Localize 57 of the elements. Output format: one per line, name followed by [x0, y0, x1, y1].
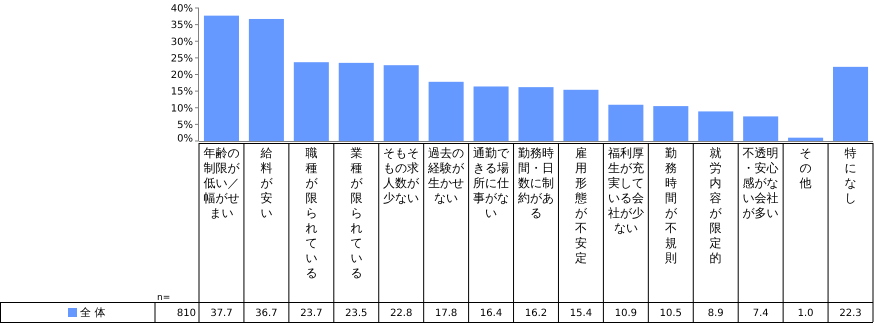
- data-label: 8.9: [708, 308, 724, 319]
- category-label: 業種が限られている: [350, 146, 362, 280]
- data-label: 10.9: [614, 308, 637, 319]
- data-label: 22.8: [390, 308, 412, 319]
- bar: [294, 62, 329, 141]
- bar: [743, 116, 778, 141]
- data-label: 7.4: [752, 308, 769, 319]
- y-tick-label: 25%: [170, 53, 193, 64]
- bar: [833, 66, 868, 141]
- bar: [428, 82, 464, 141]
- x-tick-label: 特になし: [844, 146, 857, 205]
- data-label: 16.4: [480, 308, 502, 319]
- y-tick-label: 30%: [170, 36, 193, 48]
- y-tick-label: 40%: [170, 4, 193, 14]
- data-label: 22.3: [839, 308, 862, 319]
- x-tick-label: そもそもの求人数が少ない: [383, 146, 420, 205]
- x-tick-label: 過去の経験が生かせない: [427, 146, 466, 205]
- data-label: 17.8: [435, 308, 458, 319]
- data-label: 1.0: [798, 308, 814, 319]
- category-label: 職種が限られている: [305, 146, 318, 280]
- bar: [563, 90, 598, 141]
- y-tick-label: 5%: [177, 120, 193, 131]
- x-tick-label: 不透明・安心感がない会社が多い: [742, 146, 779, 220]
- x-tick-label: 雇用形態が不安定: [574, 146, 588, 265]
- x-tick-label: 勤務時間・日数に制約がある: [518, 146, 554, 220]
- data-label: 37.7: [210, 308, 233, 319]
- data-label: 23.7: [300, 308, 322, 319]
- x-tick-label: 勤務時間が不規則: [664, 146, 678, 265]
- legend-label: 全 体: [80, 306, 106, 319]
- x-tick-label: 福利厚生が充実している会社が少ない: [608, 146, 644, 235]
- bar: [608, 104, 644, 141]
- bar: [338, 62, 374, 141]
- bar: [474, 86, 509, 141]
- data-label: 16.2: [524, 308, 548, 319]
- y-tick-label: 20%: [170, 70, 193, 81]
- bar: [653, 106, 688, 141]
- data-label: 23.5: [345, 308, 368, 319]
- bar: [698, 111, 734, 141]
- y-tick-label: 10%: [170, 103, 193, 114]
- bar: [204, 16, 239, 141]
- bar: [788, 138, 824, 141]
- x-tick-label: その他: [800, 146, 812, 190]
- x-tick-label: 給料が安い: [259, 146, 274, 220]
- x-tick-label: 就労内容が限定的: [710, 146, 723, 265]
- y-tick-label: 35%: [170, 20, 193, 32]
- data-label: 15.4: [570, 308, 592, 319]
- x-tick-label: 通勤できる場所に仕事がない: [473, 146, 510, 220]
- x-tick-label: 年齢の制限が低い／幅がせまい: [203, 146, 240, 220]
- y-tick-label: 0%: [177, 134, 193, 144]
- bar: [384, 65, 419, 141]
- bar: [248, 18, 284, 141]
- data-label: 10.5: [660, 308, 682, 319]
- y-tick-label: 15%: [170, 86, 193, 98]
- data-label: 36.7: [255, 308, 278, 319]
- text: n=: [157, 293, 170, 303]
- bar: [518, 87, 554, 141]
- text: 810: [176, 308, 196, 319]
